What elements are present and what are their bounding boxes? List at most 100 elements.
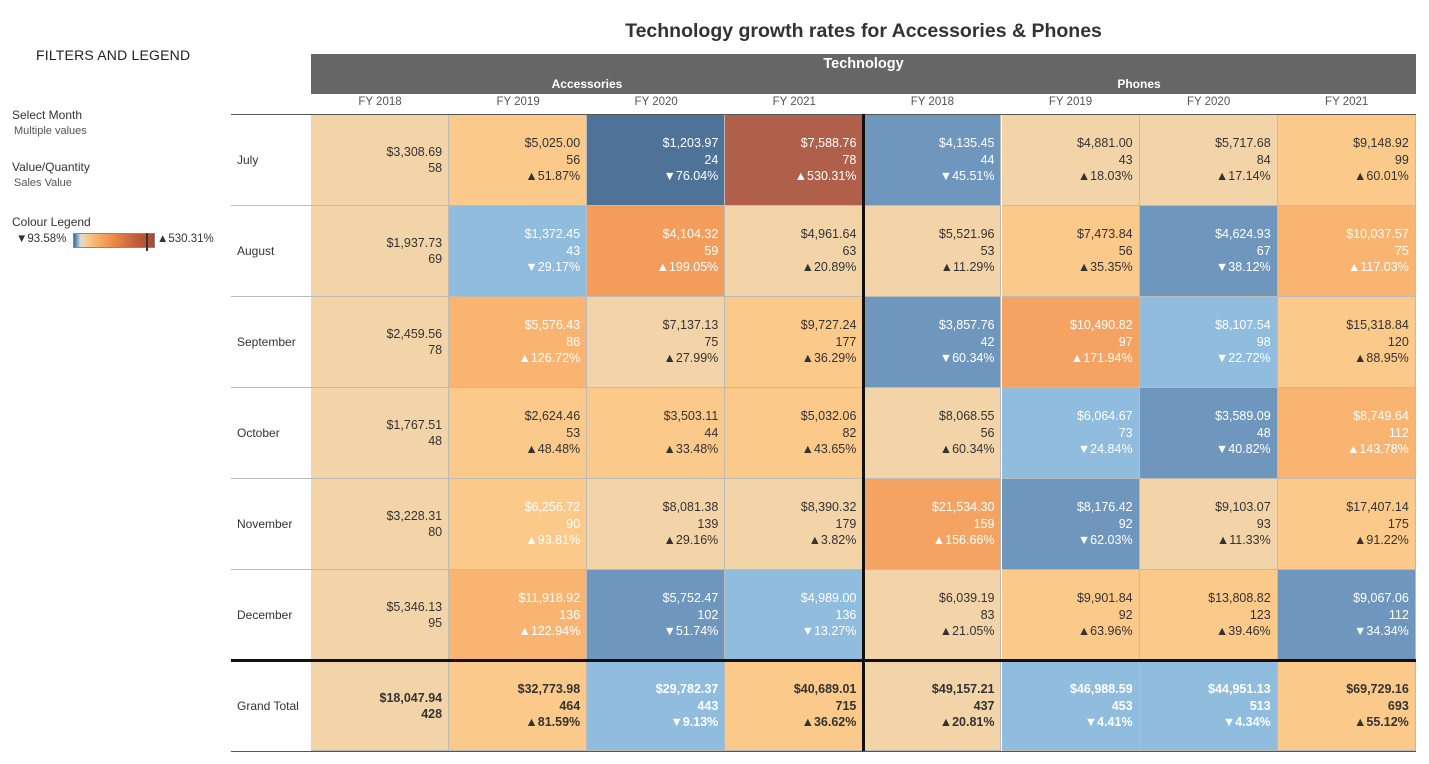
cell-quantity: 59 [704,243,719,258]
table-cell[interactable]: $13,808.82 123 ▲39.46% [1139,570,1278,661]
cell-growth-rate: ▲33.48% [663,442,719,457]
table-cell[interactable]: $8,107.54 98 ▼22.72% [1139,297,1278,388]
table-cell[interactable]: $69,729.16 693 ▲55.12% [1277,662,1416,751]
cell-growth-rate: ▲43.65% [801,442,857,457]
cell-sales-value: $3,308.69 [386,144,443,159]
table-cell[interactable]: $5,346.13 95 [311,570,450,661]
table-cell[interactable]: $7,473.84 56 ▲35.35% [1001,206,1140,297]
table-cell[interactable]: $8,390.32 179 ▲3.82% [725,479,864,570]
table-cell[interactable]: $6,064.67 73 ▼24.84% [1001,388,1140,479]
table-cell[interactable]: $1,203.97 24 ▼76.04% [587,115,726,206]
table-cell[interactable]: $1,767.51 48 [311,388,450,479]
table-cell[interactable]: $4,104.32 59 ▲199.05% [587,206,726,297]
cell-quantity: 43 [566,243,581,258]
cell-growth-rate: ▲36.29% [801,351,857,366]
table-cell[interactable]: $29,782.37 443 ▼9.13% [587,662,726,751]
table-cell[interactable]: $2,624.46 53 ▲48.48% [449,388,588,479]
cell-sales-value: $9,148.92 [1353,136,1409,151]
month-filter-value[interactable]: Multiple values [14,125,87,137]
table-cell[interactable]: $5,025.00 56 ▲51.87% [449,115,588,206]
table-cell[interactable]: $3,503.11 44 ▲33.48% [587,388,726,479]
cell-quantity: 98 [1256,334,1271,349]
table-cell[interactable]: $11,918.92 136 ▲122.94% [449,570,588,661]
cell-quantity: 136 [559,607,581,622]
table-cell[interactable]: $8,068.55 56 ▲60.34% [863,388,1002,479]
table-cell[interactable]: $6,039.19 83 ▲21.05% [863,570,1002,661]
cell-growth-rate: ▼13.27% [801,624,857,639]
table-cell[interactable]: $4,881.00 43 ▲18.03% [1001,115,1140,206]
table-cell[interactable]: $32,773.98 464 ▲81.59% [449,662,588,751]
cell-growth-rate: ▲117.03% [1347,260,1409,275]
table-cell[interactable]: $8,749.64 112 ▲143.78% [1277,388,1416,479]
cell-growth-rate: ▲11.33% [1216,533,1271,548]
table-cell[interactable]: $3,857.76 42 ▼60.34% [863,297,1002,388]
year-header-phones-fy2019: FY 2019 [1048,96,1093,108]
year-header-accessories-fy2020: FY 2020 [634,96,678,108]
table-cell[interactable]: $18,047.94 428 [311,662,450,751]
table-cell[interactable]: $7,588.76 78 ▲530.31% [725,115,864,206]
cell-quantity: 93 [1256,516,1271,531]
table-cell[interactable]: $1,372.45 43 ▼29.17% [449,206,588,297]
cell-quantity: 44 [704,425,719,440]
cell-sales-value: $15,318.84 [1346,318,1409,333]
table-cell[interactable]: $44,951.13 513 ▼4.34% [1139,662,1278,751]
cell-growth-rate: ▲81.59% [525,715,581,730]
table-cell[interactable]: $6,256.72 90 ▲93.81% [449,479,588,570]
cell-growth-rate: ▼60.34% [939,351,995,366]
table-cell[interactable]: $10,037.57 75 ▲117.03% [1277,206,1416,297]
cell-sales-value: $5,752.47 [662,591,719,606]
table-cell[interactable]: $8,176.42 92 ▼62.03% [1001,479,1140,570]
table-cell[interactable]: $5,717.68 84 ▲17.14% [1139,115,1278,206]
cell-sales-value: $8,068.55 [938,409,995,424]
cell-sales-value: $1,203.97 [662,136,719,151]
cell-sales-value: $8,390.32 [800,500,857,515]
cell-sales-value: $3,857.76 [938,318,995,333]
cell-sales-value: $17,407.14 [1346,500,1409,515]
cell-sales-value: $3,589.09 [1215,409,1271,424]
table-cell[interactable]: $9,727.24 177 ▲36.29% [725,297,864,388]
cell-quantity: 82 [842,425,857,440]
table-cell[interactable]: $21,534.30 159 ▲156.66% [863,479,1002,570]
measure-filter-value[interactable]: Sales Value [14,177,72,189]
table-cell[interactable]: $9,103.07 93 ▲11.33% [1139,479,1278,570]
table-cell[interactable]: $4,961.64 63 ▲20.89% [725,206,864,297]
cell-growth-rate: ▼76.04% [663,169,719,184]
table-cell[interactable]: $9,067.06 112 ▼34.34% [1277,570,1416,661]
table-cell[interactable]: $4,989.00 136 ▼13.27% [725,570,864,661]
cell-growth-rate: ▲88.95% [1354,351,1409,366]
cell-growth-rate: ▼45.51% [939,169,995,184]
table-cell[interactable]: $3,589.09 48 ▼40.82% [1139,388,1278,479]
table-cell[interactable]: $17,407.14 175 ▲91.22% [1277,479,1416,570]
cell-growth-rate: ▲21.05% [939,624,995,639]
cell-growth-rate: ▼4.41% [1084,715,1133,730]
cell-growth-rate: ▲530.31% [794,169,857,184]
cell-quantity: 56 [980,425,995,440]
cell-growth-rate: ▲171.94% [1070,351,1133,366]
table-cell[interactable]: $46,988.59 453 ▼4.41% [1001,662,1140,751]
table-cell[interactable]: $3,308.69 58 [311,115,450,206]
grand-total-divider [231,659,1416,662]
cell-sales-value: $9,901.84 [1076,591,1133,606]
table-cell[interactable]: $2,459.56 78 [311,297,450,388]
table-cell[interactable]: $5,521.96 53 ▲11.29% [863,206,1002,297]
header-rule [231,114,1416,115]
year-header-phones-fy2020: FY 2020 [1186,96,1231,108]
table-cell[interactable]: $1,937.73 69 [311,206,450,297]
table-cell[interactable]: $7,137.13 75 ▲27.99% [587,297,726,388]
table-cell[interactable]: $4,135.45 44 ▼45.51% [863,115,1002,206]
table-cell[interactable]: $5,032.06 82 ▲43.65% [725,388,864,479]
table-cell[interactable]: $9,148.92 99 ▲60.01% [1277,115,1416,206]
table-cell[interactable]: $40,689.01 715 ▲36.62% [725,662,864,751]
cell-quantity: 177 [835,334,857,349]
cell-growth-rate: ▲122.94% [518,624,581,639]
cell-growth-rate: ▲48.48% [525,442,581,457]
table-cell[interactable]: $9,901.84 92 ▲63.96% [1001,570,1140,661]
table-cell[interactable]: $5,576.43 86 ▲126.72% [449,297,588,388]
table-cell[interactable]: $4,624.93 67 ▼38.12% [1139,206,1278,297]
table-cell[interactable]: $3,228.31 80 [311,479,450,570]
table-cell[interactable]: $15,318.84 120 ▲88.95% [1277,297,1416,388]
table-cell[interactable]: $10,490.82 97 ▲171.94% [1001,297,1140,388]
table-cell[interactable]: $5,752.47 102 ▼51.74% [587,570,726,661]
table-cell[interactable]: $49,157.21 437 ▲20.81% [863,662,1002,751]
table-cell[interactable]: $8,081.38 139 ▲29.16% [587,479,726,570]
